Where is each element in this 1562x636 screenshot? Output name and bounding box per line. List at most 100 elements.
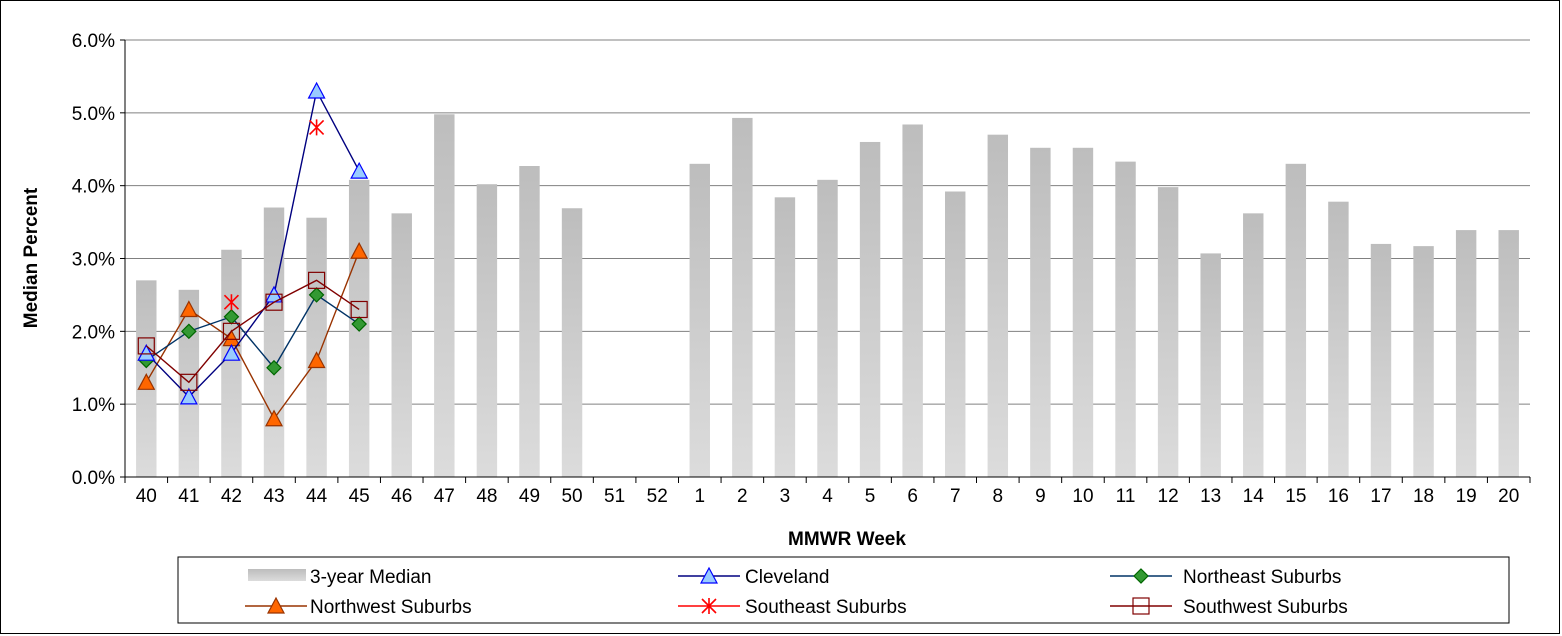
- median-bar: [306, 217, 327, 478]
- cleveland-line: [145, 88, 360, 398]
- x-tick-label: 51: [604, 486, 625, 507]
- median-bar: [902, 124, 923, 477]
- median-bar: [1370, 243, 1392, 477]
- x-tick-label: 17: [1370, 486, 1391, 507]
- northwest-suburbs-series: [137, 241, 369, 427]
- legend-marker: [267, 596, 285, 614]
- median-bar: [1243, 213, 1264, 478]
- southwest-suburbs-point: [180, 373, 198, 391]
- legend-label: Southwest Suburbs: [1183, 597, 1348, 618]
- median-bar: [689, 163, 710, 478]
- legend-marker: [701, 598, 717, 614]
- legend-item-northeast-suburbs: Northeast Suburbs: [1110, 567, 1341, 588]
- median-bar: [1115, 161, 1136, 478]
- northwest-suburbs-point: [179, 300, 198, 318]
- southwest-suburbs-line: [145, 279, 360, 384]
- northeast-suburbs-series: [138, 287, 368, 376]
- northeast-suburbs-point: [181, 323, 197, 340]
- median-bar: [732, 117, 753, 477]
- x-tick-label: 41: [178, 486, 199, 507]
- x-tick-label: 19: [1456, 486, 1477, 507]
- northwest-suburbs-point: [350, 241, 369, 259]
- southwest-suburbs-point: [307, 271, 326, 289]
- legend: 3-year Median Cleveland Northeast Suburbs N…: [177, 556, 1510, 624]
- x-tick-label: 5: [865, 486, 876, 507]
- x-tick-label: 2: [737, 486, 748, 507]
- y-tick-label: 0.0%: [72, 468, 115, 489]
- y-tick-label: 6.0%: [72, 31, 115, 52]
- legend-swatch: [248, 569, 306, 581]
- legend-item-southwest-suburbs: Southwest Suburbs: [1110, 597, 1348, 618]
- median-bar: [859, 141, 881, 477]
- northeast-suburbs-point: [266, 359, 282, 376]
- median-bar: [1413, 246, 1434, 477]
- median-bar: [774, 197, 796, 477]
- y-axis-title: Median Percent: [21, 187, 42, 328]
- legend-item-northwest-suburbs: Northwest Suburbs: [245, 596, 472, 618]
- axes: [120, 39, 1531, 483]
- legend-label: Southeast Suburbs: [745, 597, 907, 618]
- northeast-suburbs-point: [308, 287, 325, 303]
- x-tick-label: 7: [950, 486, 961, 507]
- x-tick-label: 46: [391, 486, 412, 507]
- x-tick-label: 8: [993, 486, 1004, 507]
- legend-label: Cleveland: [745, 567, 830, 588]
- series-lines: [137, 81, 369, 427]
- x-tick-label: 15: [1285, 486, 1306, 507]
- y-tick-labels: 0.0% 1.0% 2.0% 3.0% 4.0% 5.0% 6.0%: [72, 31, 115, 489]
- legend-marker: [700, 566, 718, 584]
- southwest-suburbs-series: [137, 271, 368, 391]
- x-tick-label: 40: [136, 486, 157, 507]
- cleveland-point: [137, 343, 156, 361]
- y-tick-label: 1.0%: [72, 395, 115, 416]
- median-bar: [561, 208, 583, 477]
- legend-box: [177, 556, 1510, 624]
- median-bar: [1157, 187, 1179, 477]
- x-tick-label: 13: [1200, 486, 1221, 507]
- x-tick-label: 52: [647, 486, 668, 507]
- median-bar: [1200, 253, 1221, 477]
- x-tick-label: 12: [1158, 486, 1179, 507]
- cleveland-point: [350, 161, 369, 179]
- median-bar: [1328, 201, 1349, 477]
- cleveland-point: [307, 81, 326, 99]
- legend-marker: [1132, 597, 1150, 615]
- legend-item-southeast-suburbs: Southeast Suburbs: [678, 597, 907, 618]
- median-bar: [178, 289, 200, 477]
- x-tick-label: 4: [822, 486, 833, 507]
- x-tick-label: 6: [907, 486, 918, 507]
- x-tick-label: 10: [1072, 486, 1093, 507]
- median-bar: [1072, 147, 1094, 477]
- median-bar: [1285, 163, 1307, 478]
- x-tick-label: 50: [561, 486, 582, 507]
- y-tick-label: 5.0%: [72, 104, 115, 125]
- median-bar: [519, 166, 540, 478]
- x-tick-label: 49: [519, 486, 540, 507]
- median-bars: [136, 114, 1519, 478]
- legend-label: Northeast Suburbs: [1183, 567, 1341, 588]
- legend-label: 3-year Median: [310, 567, 431, 588]
- x-tick-label: 43: [263, 486, 284, 507]
- x-tick-label: 18: [1413, 486, 1434, 507]
- x-tick-label: 20: [1498, 486, 1519, 507]
- legend-item-cleveland: Cleveland: [678, 566, 830, 588]
- median-bar: [263, 207, 285, 477]
- cleveland-point: [179, 387, 198, 405]
- northwest-suburbs-line: [145, 250, 360, 421]
- southeast-suburbs-point: [309, 119, 325, 136]
- x-tick-label: 45: [349, 486, 370, 507]
- y-tick-label: 4.0%: [72, 177, 115, 198]
- median-bar: [987, 134, 1009, 477]
- x-tick-label: 42: [221, 486, 242, 507]
- northeast-suburbs-line: [145, 293, 360, 369]
- southwest-suburbs-point: [350, 300, 368, 319]
- median-bar: [221, 249, 242, 477]
- x-tick-label: 47: [434, 486, 455, 507]
- southeast-suburbs-series: [223, 119, 325, 311]
- southwest-suburbs-point: [137, 337, 155, 355]
- x-tick-label: 16: [1328, 486, 1349, 507]
- x-tick-label: 44: [306, 486, 328, 507]
- x-tick-labels: 40 41 42 43 44 45 46 47 48 49 50 51 52 1 2 3 4 5 6 7 8 9 10 11 1…: [136, 486, 1520, 507]
